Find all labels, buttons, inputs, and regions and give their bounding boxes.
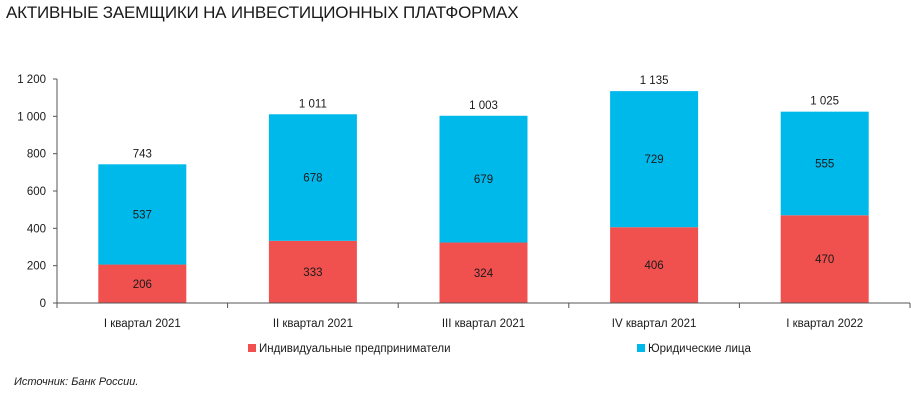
x-tick-label: IV квартал 2021 bbox=[612, 318, 697, 330]
bar-segment bbox=[610, 91, 699, 228]
bar-segment bbox=[98, 264, 187, 303]
data-label: 324 bbox=[474, 268, 494, 280]
data-label: 555 bbox=[815, 158, 834, 170]
data-label: 537 bbox=[133, 209, 152, 221]
bar-segment bbox=[268, 240, 357, 303]
y-axis: 0 200 400 600 800 1 000 1 200 bbox=[17, 74, 58, 310]
bar-segment bbox=[439, 242, 528, 303]
x-tick-label: I квартал 2022 bbox=[786, 318, 863, 330]
y-tick-label: 800 bbox=[27, 149, 46, 161]
y-tick-label: 1 000 bbox=[17, 111, 46, 123]
legend-swatch bbox=[637, 344, 645, 352]
bar-segment bbox=[268, 114, 357, 241]
data-label: 678 bbox=[303, 173, 322, 185]
data-label: 406 bbox=[645, 260, 664, 272]
bar-segment bbox=[780, 111, 869, 216]
y-tick-label: 600 bbox=[27, 186, 46, 198]
total-label: 1 135 bbox=[640, 75, 669, 87]
total-label: 1 011 bbox=[299, 98, 327, 110]
x-axis: I квартал 2021 II квартал 2021 III квартал… bbox=[56, 302, 911, 330]
total-label: 1 025 bbox=[810, 96, 839, 108]
y-tick-label: 200 bbox=[27, 261, 46, 273]
x-tick-label: I квартал 2021 bbox=[104, 318, 181, 330]
data-label: 679 bbox=[474, 174, 493, 186]
total-label: 743 bbox=[133, 148, 152, 160]
y-tick-label: 0 bbox=[40, 298, 46, 310]
bars: 206 537 743 333 678 1 011 324 679 1 003 406 729 1 1… bbox=[98, 75, 869, 303]
chart-title: АКТИВНЫЕ ЗАЕМЩИКИ НА ИНВЕСТИЦИОННЫХ ПЛАТ… bbox=[6, 3, 519, 22]
x-tick-label: II квартал 2021 bbox=[273, 318, 353, 330]
data-label: 206 bbox=[133, 279, 152, 291]
y-tick-label: 1 200 bbox=[17, 74, 46, 86]
data-label: 729 bbox=[645, 154, 664, 166]
y-tick-label: 400 bbox=[27, 223, 46, 235]
bar-segment bbox=[439, 115, 528, 243]
source-note: Источник: Банк России. bbox=[14, 376, 139, 388]
legend-label: Юридические лица bbox=[648, 343, 751, 355]
total-label: 1 003 bbox=[469, 100, 498, 112]
legend: Индивидуальные предприниматели Юридически… bbox=[248, 343, 751, 355]
bar-segment bbox=[780, 215, 869, 303]
legend-label: Индивидуальные предприниматели bbox=[259, 343, 451, 355]
legend-swatch bbox=[248, 344, 256, 352]
x-tick-label: III квартал 2021 bbox=[442, 318, 525, 330]
data-label: 333 bbox=[303, 267, 322, 279]
bar-segment bbox=[610, 227, 699, 303]
data-label: 470 bbox=[815, 254, 834, 266]
bar-segment bbox=[98, 164, 187, 265]
